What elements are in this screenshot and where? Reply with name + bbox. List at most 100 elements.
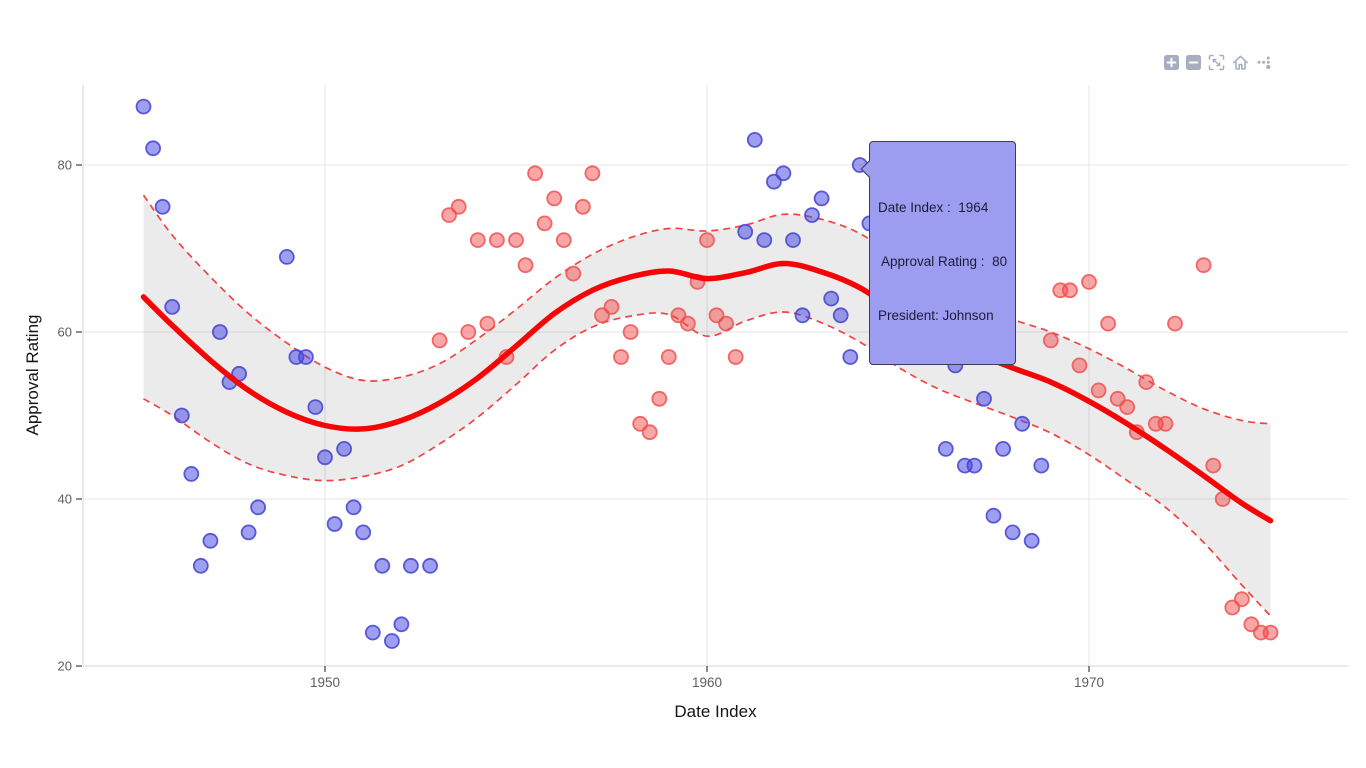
data-point-nixon[interactable]: [1167, 315, 1183, 332]
data-point-truman[interactable]: [135, 98, 152, 115]
data-point-kennedy[interactable]: [813, 190, 830, 207]
data-point-eisenhower[interactable]: [536, 215, 553, 232]
data-point-truman[interactable]: [336, 440, 353, 457]
x-tick-label: 1960: [692, 675, 722, 690]
data-point-kennedy[interactable]: [775, 165, 792, 182]
data-point-eisenhower[interactable]: [450, 198, 467, 215]
data-point-nixon[interactable]: [1119, 399, 1136, 416]
data-point-johnson[interactable]: [1004, 524, 1021, 541]
data-point-eisenhower[interactable]: [641, 424, 658, 441]
data-point-ford[interactable]: [1262, 624, 1279, 641]
zoom-out-button[interactable]: [1186, 54, 1201, 71]
data-point-eisenhower[interactable]: [651, 390, 668, 407]
data-point-eisenhower[interactable]: [575, 198, 591, 215]
data-point-nixon[interactable]: [1100, 315, 1116, 332]
data-point-nixon[interactable]: [1233, 591, 1250, 608]
data-point-kennedy[interactable]: [737, 223, 754, 240]
data-point-eisenhower[interactable]: [660, 349, 677, 365]
data-point-truman[interactable]: [211, 324, 228, 340]
data-point-nixon[interactable]: [1157, 415, 1174, 432]
data-point-truman[interactable]: [393, 616, 410, 633]
data-point-nixon[interactable]: [1042, 332, 1059, 349]
data-point-kennedy[interactable]: [804, 207, 820, 224]
data-point-eisenhower[interactable]: [680, 315, 696, 332]
data-point-eisenhower[interactable]: [727, 349, 744, 365]
confidence-upper-bound: [142, 194, 1271, 425]
data-point-eisenhower[interactable]: [699, 232, 715, 249]
loess-curve: [140, 260, 1274, 524]
data-point-truman[interactable]: [250, 499, 267, 516]
data-point-eisenhower[interactable]: [546, 190, 563, 207]
data-point-truman[interactable]: [164, 298, 181, 315]
data-point-truman[interactable]: [183, 465, 200, 482]
data-point-kennedy[interactable]: [746, 131, 763, 148]
home-button[interactable]: [1232, 54, 1249, 71]
zoom-in-button[interactable]: [1164, 54, 1179, 71]
data-point-eisenhower[interactable]: [622, 324, 639, 340]
data-point-eisenhower[interactable]: [469, 232, 486, 249]
data-point-truman[interactable]: [202, 532, 219, 549]
expand-button[interactable]: [1208, 54, 1225, 71]
tooltip-president: President: Johnson: [878, 308, 994, 323]
data-point-truman[interactable]: [422, 557, 439, 574]
data-point-eisenhower[interactable]: [718, 315, 734, 332]
data-point-eisenhower[interactable]: [565, 265, 582, 282]
data-point-johnson[interactable]: [842, 349, 859, 365]
data-point-truman[interactable]: [278, 248, 295, 265]
data-point-truman[interactable]: [173, 407, 190, 424]
data-point-truman[interactable]: [326, 516, 343, 532]
data-point-nixon[interactable]: [1071, 357, 1088, 374]
data-point-truman[interactable]: [307, 399, 324, 416]
data-point-truman[interactable]: [154, 198, 171, 215]
data-point-eisenhower[interactable]: [508, 232, 524, 249]
x-axis-title: Date Index: [674, 702, 757, 721]
chart-toolbar: [1164, 54, 1272, 71]
more-tools-button[interactable]: [1256, 54, 1272, 71]
data-point-truman[interactable]: [297, 349, 314, 365]
data-point-eisenhower[interactable]: [555, 232, 572, 249]
x-tick-label: 1970: [1074, 675, 1104, 690]
data-point-eisenhower[interactable]: [479, 315, 496, 332]
data-point-johnson[interactable]: [1023, 532, 1040, 549]
data-point-johnson[interactable]: [985, 507, 1002, 524]
data-point-johnson[interactable]: [1033, 457, 1050, 474]
data-point-kennedy[interactable]: [756, 232, 773, 249]
data-point-truman[interactable]: [192, 557, 209, 574]
data-point-eisenhower[interactable]: [431, 332, 448, 349]
data-point-kennedy[interactable]: [785, 232, 801, 249]
data-point-johnson[interactable]: [1014, 415, 1031, 432]
data-point-truman[interactable]: [240, 524, 257, 541]
data-point-eisenhower[interactable]: [488, 232, 505, 249]
data-point-eisenhower[interactable]: [613, 349, 629, 365]
data-point-truman[interactable]: [402, 557, 419, 574]
data-point-nixon[interactable]: [1138, 374, 1155, 391]
data-point-truman[interactable]: [364, 624, 381, 641]
data-point-johnson[interactable]: [966, 457, 983, 474]
data-point-truman[interactable]: [317, 449, 333, 466]
data-point-nixon[interactable]: [1062, 282, 1078, 299]
data-point-eisenhower[interactable]: [603, 298, 620, 315]
data-point-johnson[interactable]: [995, 440, 1011, 457]
data-point-nixon[interactable]: [1090, 382, 1107, 399]
data-point-eisenhower[interactable]: [517, 257, 534, 274]
data-point-eisenhower[interactable]: [527, 165, 543, 182]
data-point-nixon[interactable]: [1081, 273, 1097, 290]
data-point-truman[interactable]: [383, 633, 400, 649]
data-point-kennedy[interactable]: [823, 290, 840, 307]
data-point-nixon[interactable]: [1195, 257, 1212, 274]
data-point-truman[interactable]: [374, 557, 391, 574]
data-point-kennedy[interactable]: [832, 307, 849, 324]
data-point-truman[interactable]: [345, 499, 362, 516]
data-point-johnson[interactable]: [937, 440, 954, 457]
y-axis-title: Approval Rating: [23, 314, 42, 436]
data-point-eisenhower[interactable]: [460, 324, 477, 340]
data-point-truman[interactable]: [355, 524, 372, 541]
data-point-truman[interactable]: [145, 140, 162, 157]
data-point-eisenhower[interactable]: [584, 165, 601, 182]
more-tools-icon: [1257, 56, 1271, 70]
y-tick-label: 60: [58, 325, 72, 340]
data-point-kennedy[interactable]: [794, 307, 811, 324]
data-point-nixon[interactable]: [1205, 457, 1222, 474]
data-point-johnson[interactable]: [976, 390, 992, 407]
